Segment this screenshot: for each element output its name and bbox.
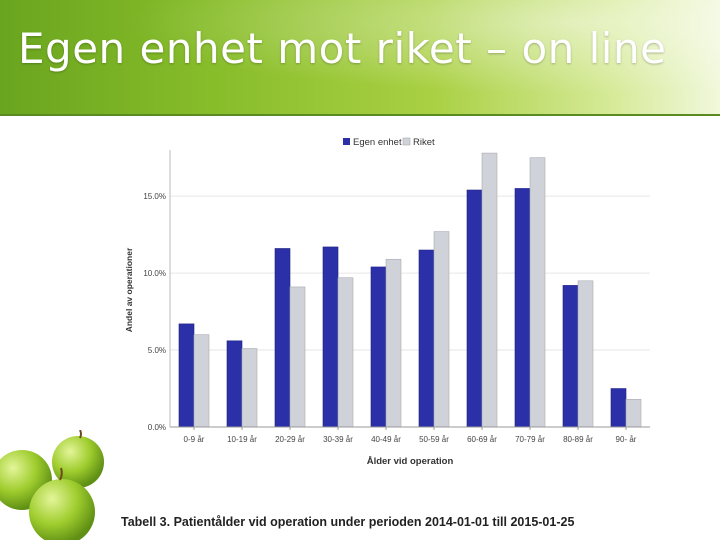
bar-riket	[193, 334, 210, 428]
slide-header: Egen enhet mot riket – on line	[0, 0, 720, 116]
bar-riket	[241, 348, 258, 428]
x-tick-label: 20-29 år	[275, 435, 305, 444]
bar-riket	[481, 152, 498, 428]
bar-egen-enhet	[514, 188, 531, 428]
bar-egen-enhet	[610, 388, 627, 428]
x-tick-label: 50-59 år	[419, 435, 449, 444]
bar-riket	[529, 157, 546, 428]
bar-egen-enhet	[274, 248, 291, 428]
bar-egen-enhet	[370, 266, 387, 428]
x-tick-label: 70-79 år	[515, 435, 545, 444]
x-tick-label: 30-39 år	[323, 435, 353, 444]
legend-label-riket: Riket	[413, 137, 435, 148]
table-caption: Tabell 3. Patientålder vid operation und…	[121, 515, 575, 529]
y-tick-label: 5.0%	[148, 346, 166, 355]
legend-swatch-egen	[343, 138, 350, 145]
bar-riket	[577, 280, 594, 428]
bar-egen-enhet	[322, 246, 339, 428]
bar-riket	[625, 398, 642, 428]
x-axis-ticks: 0-9 år 10-19 år 20-29 år 30-39 år 40-49 år 50…	[184, 427, 637, 444]
bar-egen-enhet	[418, 249, 435, 428]
x-tick-label: 40-49 år	[371, 435, 401, 444]
y-tick-label: 10.0%	[143, 269, 166, 278]
bar-egen-enhet	[562, 285, 579, 428]
x-tick-label: 0-9 år	[184, 435, 205, 444]
y-axis-ticks: 0.0% 5.0% 10.0% 15.0%	[143, 192, 166, 432]
y-tick-label: 15.0%	[143, 192, 166, 201]
bar-riket	[385, 258, 402, 428]
bar-riket	[433, 231, 450, 428]
green-apples-decoration	[0, 429, 115, 540]
chart-legend: Egen enhet Riket	[343, 137, 435, 148]
x-tick-label: 60-69 år	[467, 435, 497, 444]
y-tick-label: 0.0%	[148, 423, 166, 432]
slide-title: Egen enhet mot riket – on line	[18, 24, 667, 73]
x-tick-label: 80-89 år	[563, 435, 593, 444]
bar-riket	[337, 277, 354, 428]
x-tick-label: 10-19 år	[227, 435, 257, 444]
bar-egen-enhet	[178, 323, 195, 428]
bar-riket	[289, 286, 306, 428]
x-axis-label: Ålder vid operation	[367, 456, 454, 467]
bar-egen-enhet	[466, 189, 483, 428]
x-tick-label: 90- år	[616, 435, 637, 444]
y-axis-label: Andel av operationer	[124, 247, 134, 332]
bar-egen-enhet	[226, 340, 243, 428]
legend-label-egen: Egen enhet	[353, 137, 402, 148]
legend-swatch-riket	[402, 137, 411, 146]
chart-bars	[178, 152, 642, 428]
age-distribution-chart: Egen enhet Riket 0.0% 5.0% 10.0% 15.0% 0-9 …	[118, 128, 658, 478]
